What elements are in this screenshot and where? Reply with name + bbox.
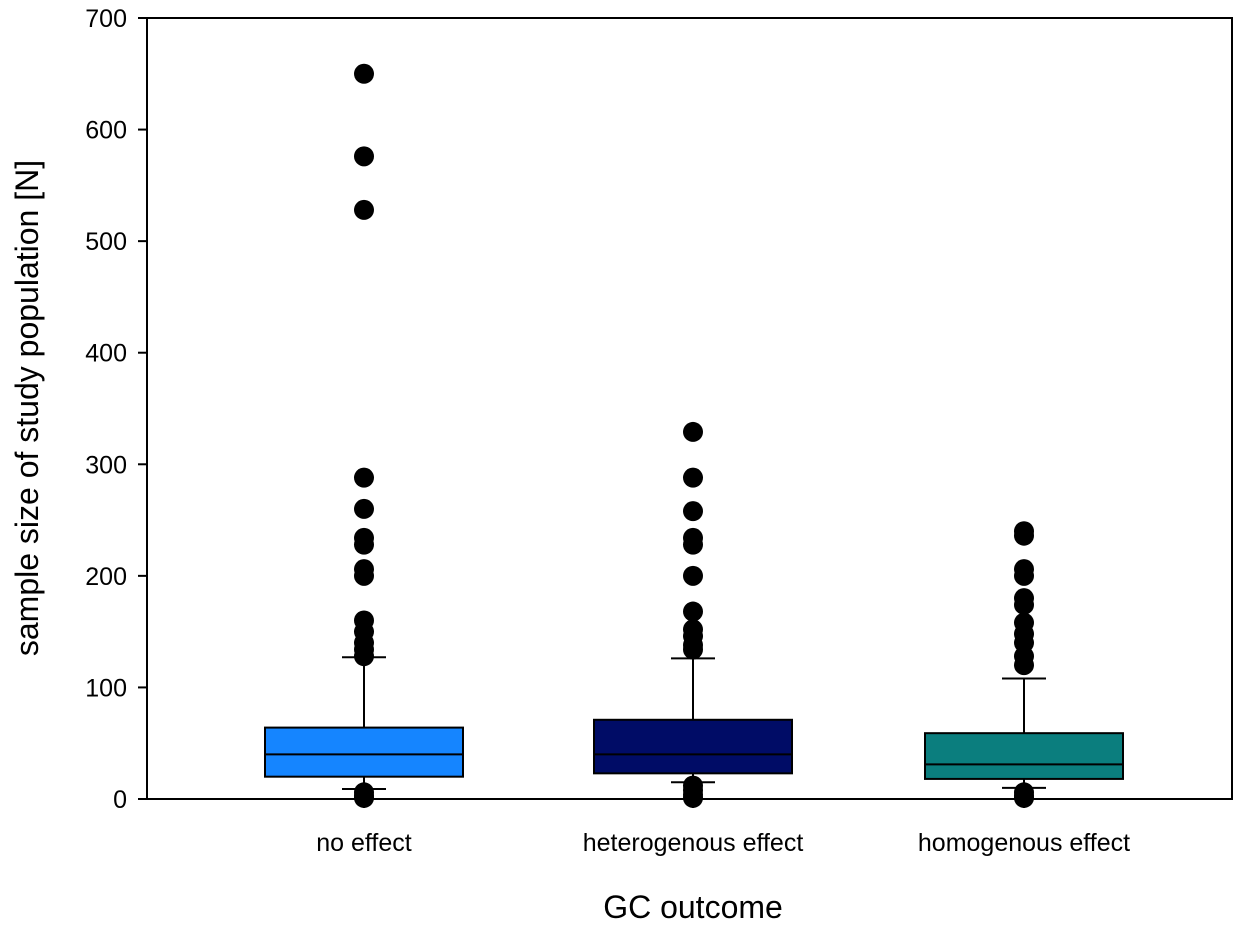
outlier-point — [683, 775, 703, 796]
x-axis: no effect heterogenous effect homogenous e… — [316, 799, 1130, 857]
y-tick-label: 0 — [113, 786, 127, 814]
outlier-point — [1014, 525, 1034, 546]
plot-area — [146, 17, 1233, 800]
y-tick-label: 700 — [85, 5, 127, 33]
outlier-point — [354, 646, 374, 667]
outlier-point — [683, 639, 703, 660]
box — [593, 718, 793, 775]
outlier-point — [683, 601, 703, 622]
outlier-point — [354, 199, 374, 220]
y-tick-label: 200 — [85, 563, 127, 591]
x-tick-label: homogenous effect — [918, 829, 1130, 857]
outlier-point — [354, 467, 374, 488]
outlier-point — [1014, 565, 1034, 586]
outlier-point — [354, 146, 374, 167]
y-tick-label: 100 — [85, 674, 127, 702]
outlier-point — [354, 782, 374, 803]
y-axis-title: sample size of study population [N] — [9, 160, 45, 656]
box — [264, 726, 464, 778]
outlier-point — [1014, 655, 1034, 676]
outlier-point — [1014, 782, 1034, 803]
outlier-point — [354, 63, 374, 84]
x-tick-label: no effect — [316, 829, 412, 857]
boxes — [264, 63, 1124, 808]
outlier-point — [683, 565, 703, 586]
y-tick-label: 600 — [85, 117, 127, 145]
outlier-point — [683, 501, 703, 522]
box-group — [924, 521, 1124, 808]
y-axis: 0 100 200 300 400 500 600 700 — [85, 5, 147, 814]
y-tick-label: 300 — [85, 451, 127, 479]
outlier-point — [683, 534, 703, 555]
x-tick-label: heterogenous effect — [583, 829, 804, 857]
outlier-point — [354, 534, 374, 555]
y-tick-label: 400 — [85, 340, 127, 368]
box-group — [593, 421, 793, 808]
box — [924, 732, 1124, 780]
y-tick-label: 500 — [85, 228, 127, 256]
outlier-point — [683, 421, 703, 442]
box-group — [264, 63, 464, 808]
outlier-point — [354, 565, 374, 586]
x-axis-title: GC outcome — [603, 889, 783, 925]
outlier-point — [1014, 594, 1034, 615]
outlier-point — [354, 498, 374, 519]
plot-frame — [146, 17, 1233, 800]
outlier-point — [683, 467, 703, 488]
